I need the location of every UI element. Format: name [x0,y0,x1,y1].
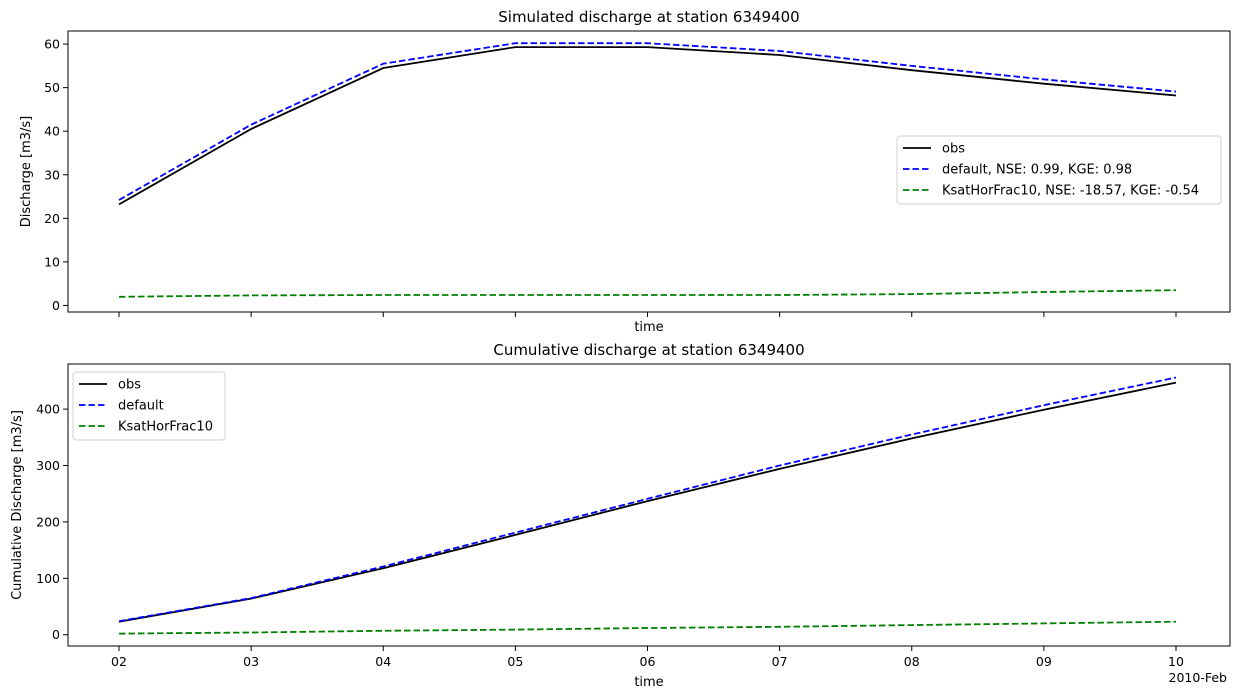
y-tick-label: 100 [36,571,60,586]
legend-box [72,371,226,441]
series-line-default [118,42,1177,201]
plot-area-1 [67,363,1231,647]
y-tick-label: 50 [44,80,60,95]
y-axis-label: Discharge [m3/s] [19,116,34,227]
y-tick-label: 300 [36,458,60,473]
legend-label: KsatHorFrac10, NSE: -18.57, KGE: -0.54 [942,184,1199,199]
x-axis-label: time [634,320,663,335]
y-tick-label: 30 [44,167,60,182]
chart-title: Cumulative discharge at station 6349400 [493,341,804,359]
y-tick-label: 200 [36,514,60,529]
legend-label: default [118,399,164,414]
y-tick-label: 60 [44,37,60,52]
y-tick-label: 20 [44,211,60,226]
x-tick-label: 02 [111,654,127,669]
x-tick-label: 03 [243,654,259,669]
x-axis-label: time [634,675,663,690]
series-line-ksathorfrac10 [118,620,1177,635]
series-line-obs [118,381,1177,623]
x-tick-offset-label: 2010-Feb [1169,670,1228,685]
x-tick-label: 04 [375,654,391,669]
series-line-obs [118,46,1177,206]
legend-label: obs [942,142,965,157]
series-line-default [118,376,1177,623]
x-tick-label: 08 [904,654,920,669]
legend-label: KsatHorFrac10 [118,420,213,435]
y-tick-label: 0 [52,298,60,313]
x-tick-label: 09 [1036,654,1052,669]
legend-label: default, NSE: 0.99, KGE: 0.98 [942,163,1132,178]
legend-label: obs [118,378,141,393]
chart-title: Simulated discharge at station 6349400 [498,8,799,26]
y-tick-label: 0 [52,627,60,642]
legend-box [896,135,1222,205]
y-axis-label: Cumulative Discharge [m3/s] [10,410,25,600]
y-tick-label: 10 [44,254,60,269]
series-line-ksathorfrac10 [118,289,1177,298]
y-tick-label: 40 [44,124,60,139]
x-tick-label: 07 [772,654,788,669]
y-tick-label: 400 [36,402,60,417]
x-tick-label: 10 [1168,654,1184,669]
x-tick-label: 05 [507,654,523,669]
x-tick-label: 06 [640,654,656,669]
